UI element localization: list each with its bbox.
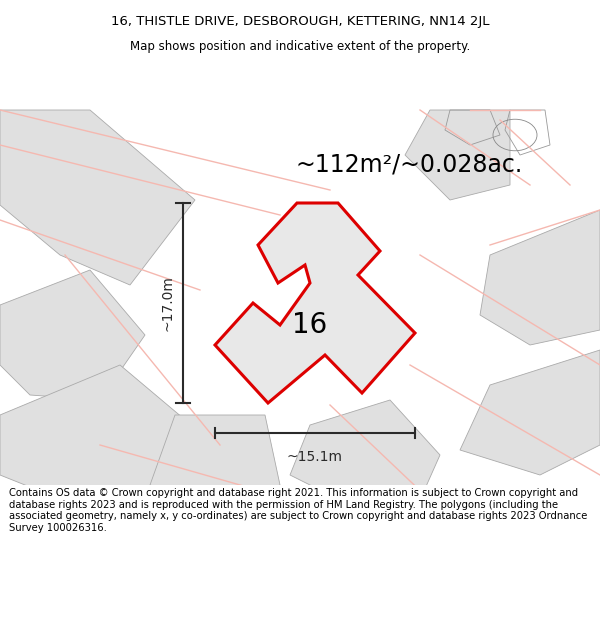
Polygon shape [0, 270, 145, 400]
Text: 16, THISTLE DRIVE, DESBOROUGH, KETTERING, NN14 2JL: 16, THISTLE DRIVE, DESBOROUGH, KETTERING… [111, 16, 489, 28]
Polygon shape [150, 415, 280, 505]
Polygon shape [480, 210, 600, 345]
Text: ~112m²/~0.028ac.: ~112m²/~0.028ac. [295, 153, 522, 177]
Polygon shape [0, 365, 215, 500]
Polygon shape [290, 400, 440, 500]
Text: ~17.0m: ~17.0m [161, 275, 175, 331]
Polygon shape [0, 110, 195, 285]
Text: 16: 16 [292, 311, 328, 339]
Polygon shape [460, 350, 600, 475]
Polygon shape [405, 110, 510, 200]
Text: ~15.1m: ~15.1m [287, 450, 343, 464]
Text: Contains OS data © Crown copyright and database right 2021. This information is : Contains OS data © Crown copyright and d… [9, 488, 587, 533]
Polygon shape [215, 203, 415, 403]
Text: Map shows position and indicative extent of the property.: Map shows position and indicative extent… [130, 39, 470, 52]
